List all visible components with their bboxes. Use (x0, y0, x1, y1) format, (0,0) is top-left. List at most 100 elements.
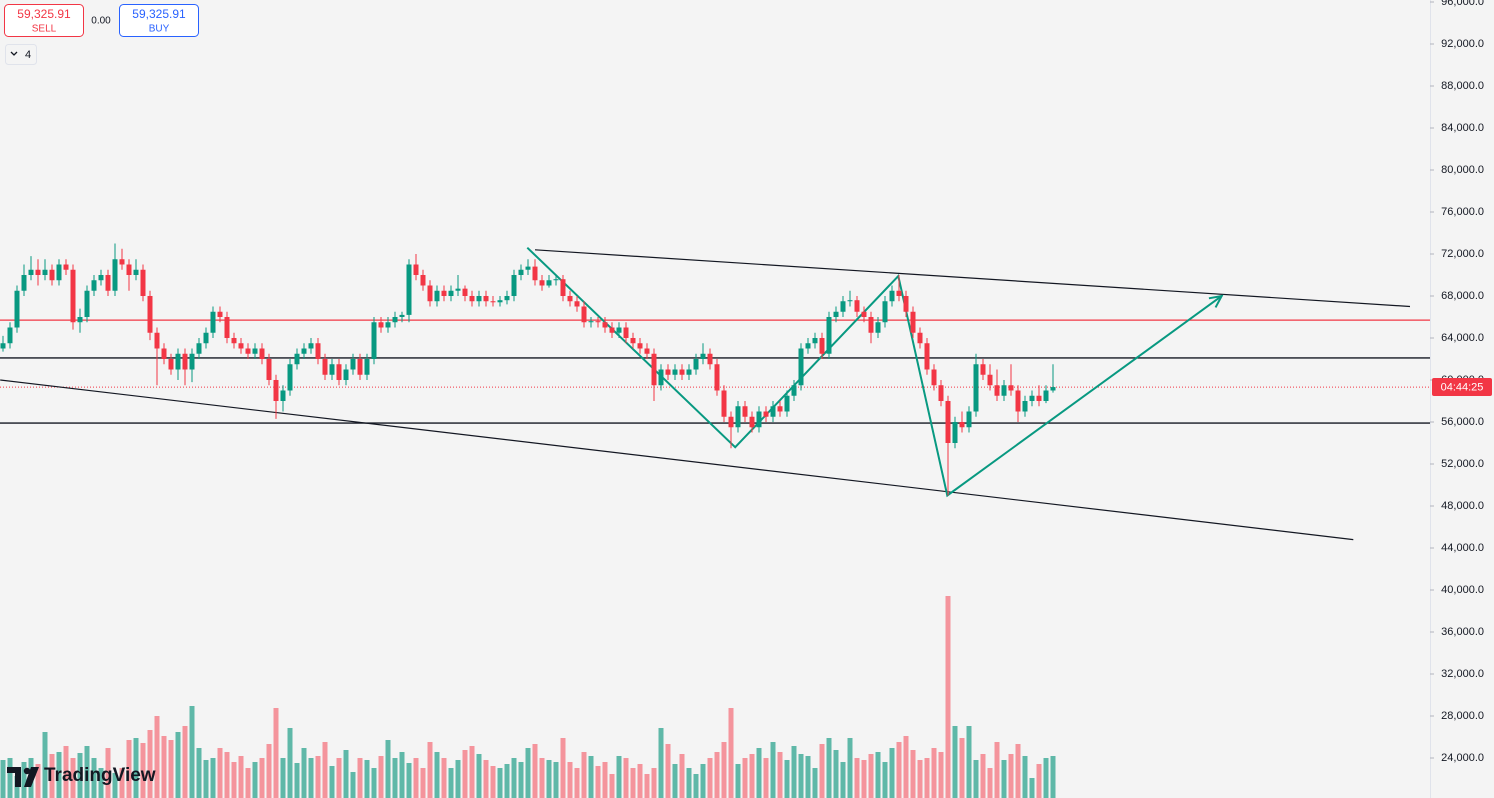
candle-body (546, 280, 552, 286)
candles-layer (0, 243, 1056, 496)
candle-body (980, 364, 986, 375)
candle-body (252, 348, 258, 354)
candle-body (763, 411, 769, 417)
candle-body (91, 280, 97, 291)
candle-body (231, 337, 237, 344)
candle-body (1050, 387, 1056, 391)
candle-body (924, 343, 930, 370)
volume-bar (392, 758, 398, 798)
candle-body (84, 290, 90, 317)
candle-body (1008, 385, 1014, 391)
candle-body (511, 274, 517, 296)
volume-bar (658, 728, 664, 798)
volume-bar (644, 774, 650, 798)
candle-body (994, 385, 1000, 396)
candle-body (721, 390, 727, 417)
volume-bar (742, 758, 748, 798)
candle-body (189, 353, 195, 370)
candle-body (21, 274, 27, 291)
candle-body (98, 274, 104, 281)
volume-bar (700, 764, 706, 798)
volume-bar (0, 760, 6, 798)
candle-body (700, 353, 706, 359)
volume-bar (455, 760, 461, 798)
volume-bar (581, 752, 587, 798)
candle-body (448, 290, 454, 296)
volume-bar (329, 766, 335, 798)
indicator-toggle[interactable] (5, 44, 37, 65)
volume-bar (833, 750, 839, 798)
candle-body (518, 269, 524, 275)
volume-layer (0, 596, 1056, 798)
candle-body (777, 406, 783, 412)
volume-bar (217, 748, 223, 798)
candle-body (406, 264, 412, 315)
candle-body (427, 285, 433, 302)
candle-body (56, 264, 62, 281)
y-tick-label: 92,000.0 (1441, 38, 1484, 50)
candle-body (133, 269, 139, 275)
volume-bar (161, 736, 167, 798)
candle-body (154, 332, 160, 349)
volume-bar (280, 758, 286, 798)
volume-bar (1008, 754, 1014, 798)
candle-body (686, 369, 692, 375)
volume-bar (518, 762, 524, 798)
y-tick-label: 72,000.0 (1441, 248, 1484, 260)
candle-body (364, 358, 370, 375)
volume-bar (819, 744, 825, 798)
volume-bar (756, 748, 762, 798)
candle-body (917, 332, 923, 344)
volume-bar (294, 763, 300, 798)
volume-bar (350, 772, 356, 798)
volume-bar (1022, 756, 1028, 798)
candle-body (840, 301, 846, 312)
volume-bar (483, 760, 489, 798)
candle-body (588, 321, 594, 323)
volume-bar (784, 760, 790, 798)
candle-body (875, 322, 881, 333)
candle-body (105, 274, 111, 291)
trend-line (534, 249, 1411, 308)
volume-bar (903, 736, 909, 798)
volume-bar (532, 744, 538, 798)
candle-body (161, 348, 167, 359)
candle-body (693, 358, 699, 370)
volume-bar (385, 740, 391, 798)
volume-bar (140, 743, 146, 798)
volume-bar (21, 762, 27, 798)
volume-bar (308, 758, 314, 798)
candle-body (35, 269, 41, 275)
volume-bar (427, 742, 433, 798)
volume-bar (441, 758, 447, 798)
volume-bar (364, 760, 370, 798)
candle-body (959, 421, 965, 428)
volume-bar (126, 740, 132, 798)
volume-bar (434, 752, 440, 798)
volume-bar (119, 768, 125, 798)
volume-bar (637, 764, 643, 798)
volume-bar (196, 748, 202, 798)
candle-body (238, 343, 244, 349)
candle-body (861, 311, 867, 317)
volume-bar (287, 728, 293, 798)
candle-body (357, 358, 363, 375)
buy-price: 59,325.91 (132, 7, 186, 21)
y-tick-label: 40,000.0 (1441, 584, 1484, 596)
candle-body (315, 343, 321, 359)
volume-bar (574, 768, 580, 798)
sell-button[interactable] (4, 4, 84, 37)
candle-body (805, 343, 811, 349)
candle-body (623, 327, 629, 338)
buy-button[interactable] (119, 4, 199, 37)
candle-body (616, 327, 622, 333)
volume-bar (175, 732, 181, 798)
candle-body (945, 400, 951, 443)
candle-body (434, 290, 440, 302)
candle-body (203, 332, 209, 344)
volume-bar (357, 758, 363, 798)
candle-body (259, 348, 265, 359)
volume-bar (714, 752, 720, 798)
countdown-box (1432, 378, 1492, 396)
y-tick-label: 80,000.0 (1441, 164, 1484, 176)
